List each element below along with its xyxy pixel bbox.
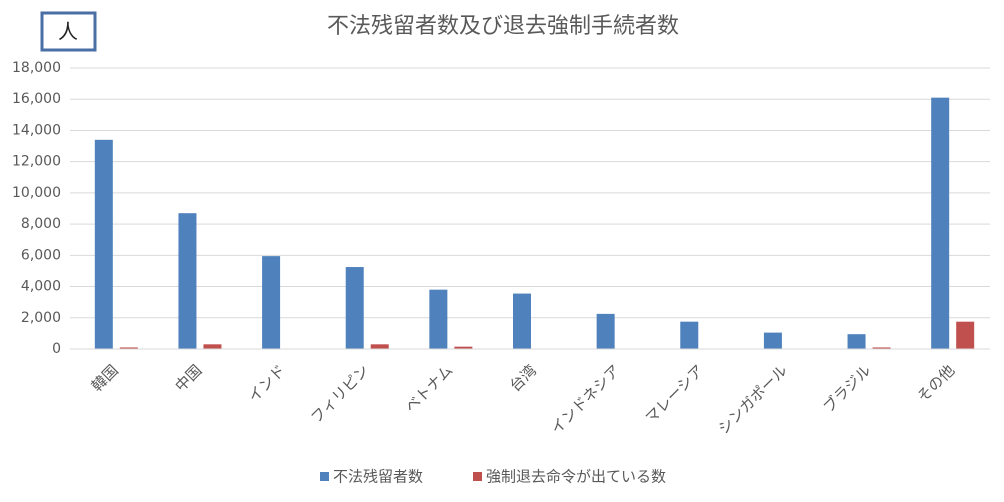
y-tick-label: 8,000 [21,216,61,232]
bar [513,293,531,349]
bar [956,321,975,349]
x-tick-label: マレーシア [642,361,708,427]
y-tick-label: 0 [52,341,61,357]
y-tick-label: 16,000 [12,91,61,107]
bar [454,346,473,349]
x-tick-label: インド [245,361,290,406]
bar [680,321,699,349]
x-tick-label: その他 [914,361,959,406]
bar [178,213,197,349]
x-tick-label: ベトナム [402,361,457,416]
legend-swatch [320,472,329,481]
bar [94,139,113,349]
bar [370,344,389,349]
bar [872,347,891,349]
y-tick-label: 2,000 [21,310,61,326]
bar [429,289,448,349]
bar [345,267,364,349]
bar [847,334,866,349]
bar [203,344,222,349]
bar [119,347,138,349]
bar [262,256,281,349]
y-tick-label: 12,000 [12,154,61,170]
y-tick-label: 10,000 [12,185,61,201]
legend-label: 不法残留者数 [333,468,423,486]
unit-box [40,11,97,52]
y-tick-label: 4,000 [21,279,61,295]
y-tick-label: 18,000 [12,60,61,76]
x-tick-label: シンガポール [715,361,791,437]
y-tick-label: 6,000 [21,247,61,263]
legend-swatch [473,472,482,481]
x-tick-label: 韓国 [88,361,122,395]
bar [763,332,782,349]
bar [931,97,950,350]
x-tick-label: 台湾 [506,361,540,395]
x-tick-label: フィリピン [307,361,373,427]
x-tick-label: インドネシア [547,361,623,437]
chart-title: 不法残留者数及び退去強制手続者数 [327,14,679,39]
x-tick-label: ブラジル [820,361,875,416]
bar [596,313,615,349]
x-tick-label: 中国 [172,361,206,395]
y-tick-label: 14,000 [12,122,61,138]
y-axis-label: 人 [58,20,78,44]
legend-label: 強制退去命令が出ている数 [486,468,666,486]
